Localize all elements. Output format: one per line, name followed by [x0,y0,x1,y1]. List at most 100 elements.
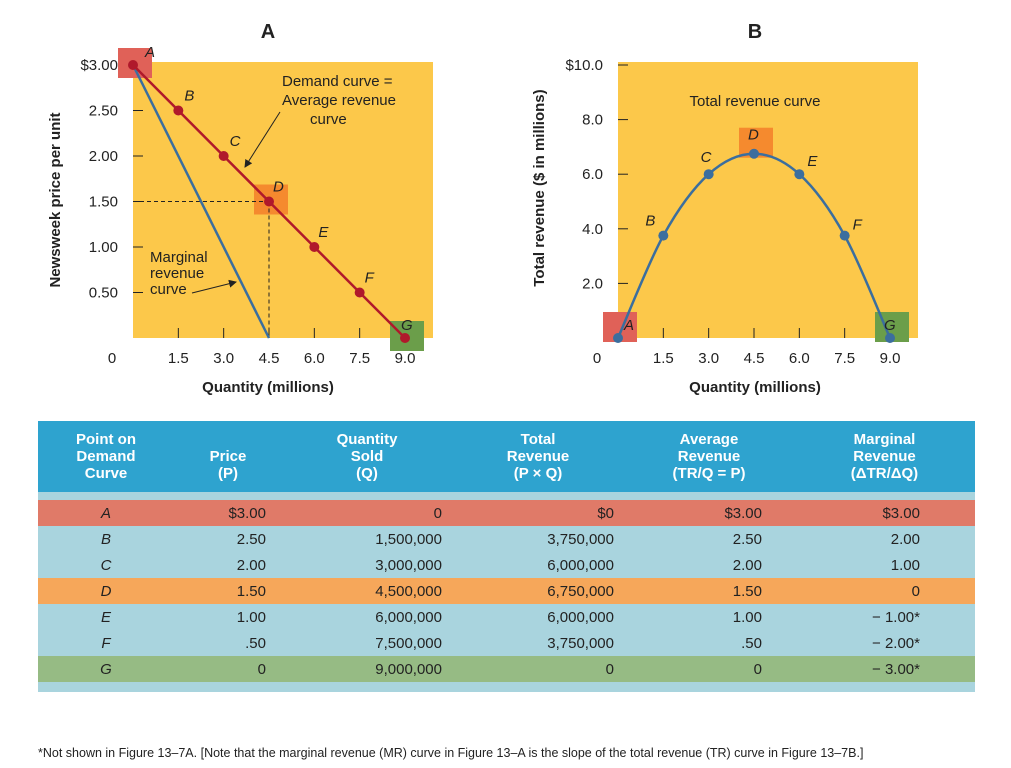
chart-a-point-e [309,242,320,252]
table-cell: 1.00 [732,608,762,626]
table-cell: G [100,660,112,678]
table-header-line: (P × Q) [513,465,563,482]
table-cell: 0 [605,660,614,678]
table-cell: 1.00 [890,556,920,574]
table-header-line: Point on [76,431,136,448]
table-cell: 6,750,000 [547,582,614,600]
table-cell: D [100,582,112,600]
table-cell: 1.50 [236,582,266,600]
chart-b-point-label-g: G [884,317,896,334]
chart-b-point-a [613,333,623,343]
table-header-row: Point on Demand Curve Price (P) Quantity Sold(… [38,421,975,492]
table-cell: 0 [911,582,920,600]
table-header-cell: Total Revenue (P × Q) [452,421,624,492]
table-header-line: (TR/Q = P) [672,465,746,482]
table-header-cell: Marginal Revenue (ΔTR/ΔQ) [794,421,975,492]
chart-a-point-label-e: E [318,224,329,241]
table-cell: 6,000,000 [375,608,442,626]
table-cell: 2.50 [236,530,266,548]
table-cell: 1.50 [732,582,762,600]
chart-a-marginal-annotation: Marginal [150,249,208,266]
chart-a-point-label-a: A [144,44,155,61]
table-cell: 6,000,000 [547,608,614,626]
chart-b-xtick-label: 9.0 [880,350,901,367]
table-cell: 2.50 [732,530,762,548]
chart-b: B Quantity (millions) Total revenue ($ in … [531,21,918,396]
chart-a-title: A [261,21,275,43]
table-header-cell: Quantity Sold (Q) [282,421,452,492]
revenue-table-container: Point on Demand Curve Price (P) Quantity Sold(… [38,421,975,692]
table-header-line: (P) [218,465,238,482]
table-cell: 0 [753,660,762,678]
table-header-line: Curve [84,465,128,482]
chart-a-demand-annotation: Average revenue [282,92,396,109]
table-cell: 7,500,000 [375,634,442,652]
table-cell: 2.00 [890,530,920,548]
chart-a-xtick-label: 4.5 [259,350,280,367]
table-cell: 4,500,000 [375,582,442,600]
table-header-cell: Average Revenue (TR/Q = P) [624,421,794,492]
chart-a-ytick-label: $3.00 [80,57,118,74]
chart-b-xtick-label: 6.0 [789,350,810,367]
chart-b-point-d [749,148,759,159]
chart-a-xtick-label: 9.0 [395,350,416,367]
chart-a-point-g [400,333,410,343]
chart-a-ytick-label: 1.50 [89,194,118,211]
table-row: D 1.50 4,500,000 6,750,000 1.50 0 [38,578,975,604]
chart-b-ytick-label: 2.0 [582,275,603,292]
chart-b-xlabel: Quantity (millions) [689,379,821,396]
table-cell: .50 [741,634,762,652]
chart-b-plot-area [618,62,918,338]
table-cell: .50 [245,634,266,652]
revenue-table: Point on Demand Curve Price (P) Quantity Sold(… [38,421,975,692]
table-header-line: Revenue [853,448,916,465]
table-cell: 2.00 [732,556,762,574]
chart-b-ytick-label: 4.0 [582,221,603,238]
chart-b-point-label-b: B [645,213,655,230]
chart-b-point-f [839,230,850,241]
table-cell: 2.00 [236,556,266,574]
table-header-line: Demand [76,448,136,465]
table-cell: 0 [257,660,266,678]
table-spacer-cell [38,682,975,692]
chart-a-origin-label: 0 [108,350,116,367]
chart-b-origin-label: 0 [593,350,601,367]
table-cell: 3,750,000 [547,530,614,548]
chart-a: A Quantity (millions) Newsweek price per u… [47,21,433,396]
chart-a-ytick-label: 2.50 [89,103,118,120]
chart-b-point-g [885,333,895,343]
chart-a-point-label-c: C [230,133,241,150]
chart-b-point-label-d: D [748,127,759,144]
table-cell: 6,000,000 [547,556,614,574]
chart-b-xtick-label: 7.5 [834,350,855,367]
table-cell: $3.00 [882,504,920,522]
table-header-line: Revenue [677,448,741,465]
chart-a-point-f [354,287,365,298]
table-header-line: Revenue [506,448,570,465]
chart-a-xtick-label: 1.5 [168,350,189,367]
table-cell: E [100,608,111,626]
table-header-line: Average [679,431,739,448]
chart-a-point-c [218,151,229,161]
chart-a-demand-arrow [244,111,281,168]
chart-a-point-label-b: B [184,88,194,105]
footnote: *Not shown in Figure 13–7A. [Note that t… [38,746,864,760]
chart-b-ytick-label: 8.0 [582,112,603,129]
table-row: F .50 7,500,000 3,750,000 .50 − 2.00* [38,630,975,656]
chart-b-ytick-label: $10.0 [565,57,603,74]
chart-a-demand-annotation: curve [310,111,347,128]
chart-a-ytick-label: 0.50 [89,285,118,302]
table-header-cell: Price (P) [174,421,282,492]
chart-a-xtick-label: 7.5 [349,350,370,367]
chart-b-point-label-e: E [807,153,818,170]
chart-b-point-b [658,230,669,241]
table-cell: $3.00 [228,504,266,522]
table-header-line: Marginal [853,431,916,448]
chart-b-title: B [748,21,762,43]
chart-a-marginal-annotation: revenue [150,265,204,282]
chart-b-point-label-f: F [853,217,863,234]
table-cell: 1,500,000 [375,530,442,548]
chart-a-point-label-d: D [273,179,284,196]
chart-b-point-e [794,169,805,180]
table-row: B 2.50 1,500,000 3,750,000 2.50 2.00 [38,526,975,552]
